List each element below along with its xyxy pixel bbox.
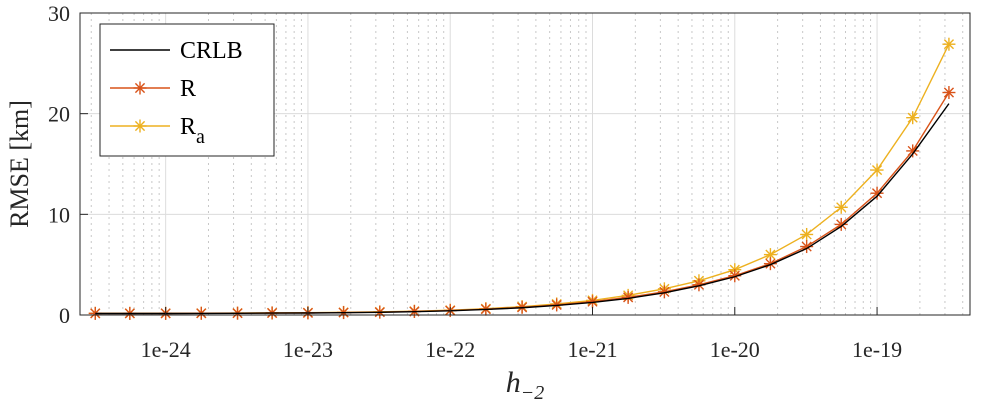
marker-stroke (134, 120, 146, 132)
legend-marker (133, 119, 147, 133)
marker-stroke (871, 188, 883, 199)
marker-stroke (693, 279, 705, 290)
legend-entry-3: Ra (110, 114, 205, 148)
y-tick-label: 0 (59, 303, 70, 328)
data-point (942, 37, 956, 51)
y-tick-label: 20 (48, 102, 70, 127)
marker-stroke (659, 286, 670, 297)
data-point (763, 257, 777, 271)
data-point (942, 86, 956, 100)
marker-stroke (765, 249, 776, 260)
data-point (800, 227, 814, 241)
x-tick-label: 1e-19 (852, 337, 902, 362)
marker-stroke (765, 258, 776, 269)
legend-label: Ra (180, 114, 205, 148)
marker-stroke (623, 292, 634, 303)
series-layer (88, 37, 956, 320)
data-point (657, 285, 671, 299)
x-tick-label: 1e-20 (710, 337, 760, 362)
y-tick-label: 30 (48, 1, 70, 26)
marker-stroke (871, 164, 883, 176)
marker-stroke (836, 202, 847, 213)
legend-box (99, 23, 275, 157)
data-point (870, 186, 884, 200)
x-tick-label: 1e-24 (141, 337, 191, 362)
data-point (834, 200, 848, 214)
legend-label-subscript: a (196, 126, 205, 148)
data-point (586, 295, 600, 309)
marker-stroke (729, 270, 740, 281)
marker-stroke (907, 145, 918, 157)
x-tick-label: 1e-22 (425, 337, 475, 362)
marker-stroke (801, 229, 812, 240)
data-point (906, 111, 920, 125)
legend-label: CRLB (180, 38, 243, 64)
data-point (906, 144, 920, 158)
data-point (692, 278, 706, 292)
series-line (95, 103, 950, 315)
marker-stroke (943, 87, 955, 98)
plot-frame (79, 12, 971, 316)
series-1 (95, 103, 950, 315)
legend-marker (133, 81, 147, 95)
legend-label: R (180, 76, 196, 102)
marker-stroke (134, 82, 146, 94)
legend-entry-1: CRLB (110, 38, 243, 64)
x-axis-label-main: h (506, 366, 521, 399)
y-axis-label: RMSE [km] (5, 100, 34, 228)
data-point (870, 163, 884, 177)
legend-entry-2: R (110, 76, 196, 102)
marker-stroke (907, 112, 918, 123)
marker-stroke (836, 219, 847, 230)
x-axis-label-subscript: −2 (521, 382, 545, 404)
x-axis-label: h−2 (506, 366, 545, 404)
legend-label-main: CRLB (180, 38, 243, 64)
data-point (834, 217, 848, 231)
legend-label-main: R (180, 76, 196, 102)
y-tick-label: 10 (48, 202, 70, 227)
marker-stroke (943, 39, 955, 50)
x-tick-label: 1e-23 (283, 337, 333, 362)
x-tick-label: 1e-21 (567, 337, 617, 362)
marker-stroke (587, 296, 598, 307)
tick-layer: 1e-24 1e-23 1e-22 1e-21 1e-20 1e-19 0 10 20 30 (48, 1, 902, 362)
legend-label-main: R (180, 114, 196, 140)
